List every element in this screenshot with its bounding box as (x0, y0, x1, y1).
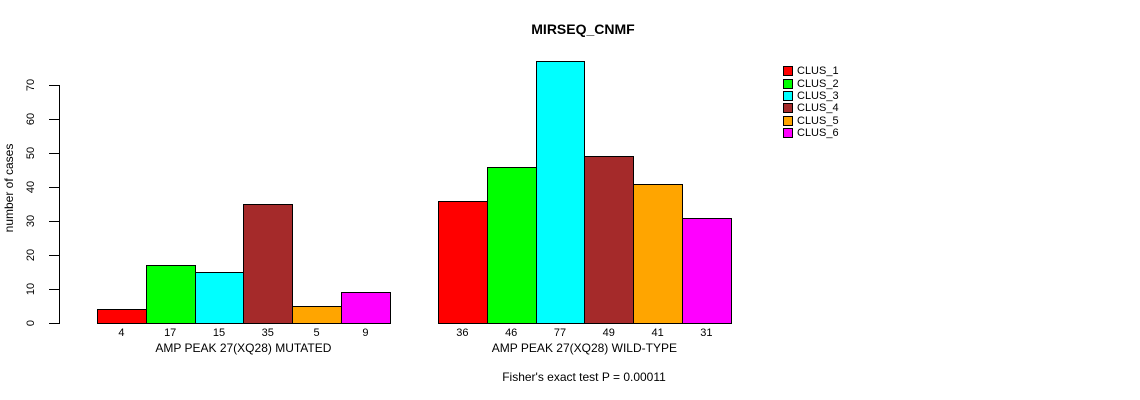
y-tick-mark (49, 153, 59, 154)
y-tick-label: 0 (25, 319, 37, 327)
bar (682, 217, 732, 324)
bar (438, 200, 488, 324)
y-tick-label: 70 (25, 78, 37, 92)
footnote: Fisher's exact test P = 0.00011 (502, 370, 666, 384)
bar (584, 156, 635, 324)
y-tick-label: 50 (25, 146, 37, 160)
bar-value-label: 4 (118, 327, 125, 339)
legend-item: CLUS_6 (783, 127, 839, 139)
bar-value-label: 9 (362, 327, 369, 339)
legend-label: CLUS_3 (797, 89, 839, 102)
y-tick-mark (49, 221, 59, 222)
bar (292, 306, 342, 324)
legend: CLUS_1 CLUS_2 CLUS_3 CLUS_4 CLUS_5 CLUS_6 (783, 65, 839, 139)
legend-label: CLUS_4 (797, 102, 839, 115)
y-tick-label: 20 (25, 248, 37, 262)
bar-value-label: 35 (261, 327, 274, 339)
legend-item: CLUS_5 (783, 115, 839, 127)
bar (194, 272, 245, 324)
y-tick-mark (49, 85, 59, 86)
y-tick-mark (49, 289, 59, 290)
bar-value-label: 5 (313, 327, 320, 339)
bar (633, 183, 683, 324)
legend-label: CLUS_1 (797, 65, 839, 78)
y-tick-label: 60 (25, 112, 37, 126)
legend-swatch (783, 128, 793, 139)
bar-value-label: 31 (700, 327, 713, 339)
bar-value-label: 17 (164, 327, 177, 339)
y-tick-mark (49, 323, 59, 324)
y-tick-mark (49, 187, 59, 188)
bar (341, 292, 391, 324)
y-tick-label: 30 (25, 214, 37, 228)
bar (97, 309, 147, 324)
y-axis-line (59, 85, 60, 324)
bar (535, 61, 586, 324)
legend-item: CLUS_3 (783, 90, 839, 102)
legend-item: CLUS_2 (783, 77, 839, 90)
group-label: AMP PEAK 27(XQ28) MUTATED (155, 341, 332, 355)
legend-swatch (783, 78, 793, 89)
y-tick-label: 40 (25, 180, 37, 194)
legend-swatch (783, 115, 793, 126)
legend-label: CLUS_6 (797, 127, 839, 140)
legend-swatch (783, 103, 793, 114)
legend-item: CLUS_4 (783, 102, 839, 114)
bar (486, 166, 537, 324)
chart-title: MIRSEQ_CNMF (531, 21, 635, 37)
legend-swatch (783, 90, 793, 101)
legend-label: CLUS_2 (797, 77, 839, 90)
bar-value-label: 15 (212, 327, 226, 339)
y-tick-mark (49, 255, 59, 256)
legend-item: CLUS_1 (783, 65, 839, 77)
bar-value-label: 77 (553, 327, 567, 339)
legend-label: CLUS_5 (797, 114, 839, 127)
bar-value-label: 41 (651, 327, 664, 339)
legend-swatch (783, 66, 793, 77)
bar-value-label: 36 (456, 327, 469, 339)
bar-value-label: 46 (505, 327, 518, 339)
bar-value-label: 49 (602, 327, 615, 339)
y-tick-label: 10 (25, 282, 37, 296)
y-axis-label: number of cases (2, 143, 16, 233)
bar (145, 265, 196, 324)
y-tick-mark (49, 119, 59, 120)
group-label: AMP PEAK 27(XQ28) WILD-TYPE (491, 341, 677, 355)
bar (243, 204, 294, 324)
